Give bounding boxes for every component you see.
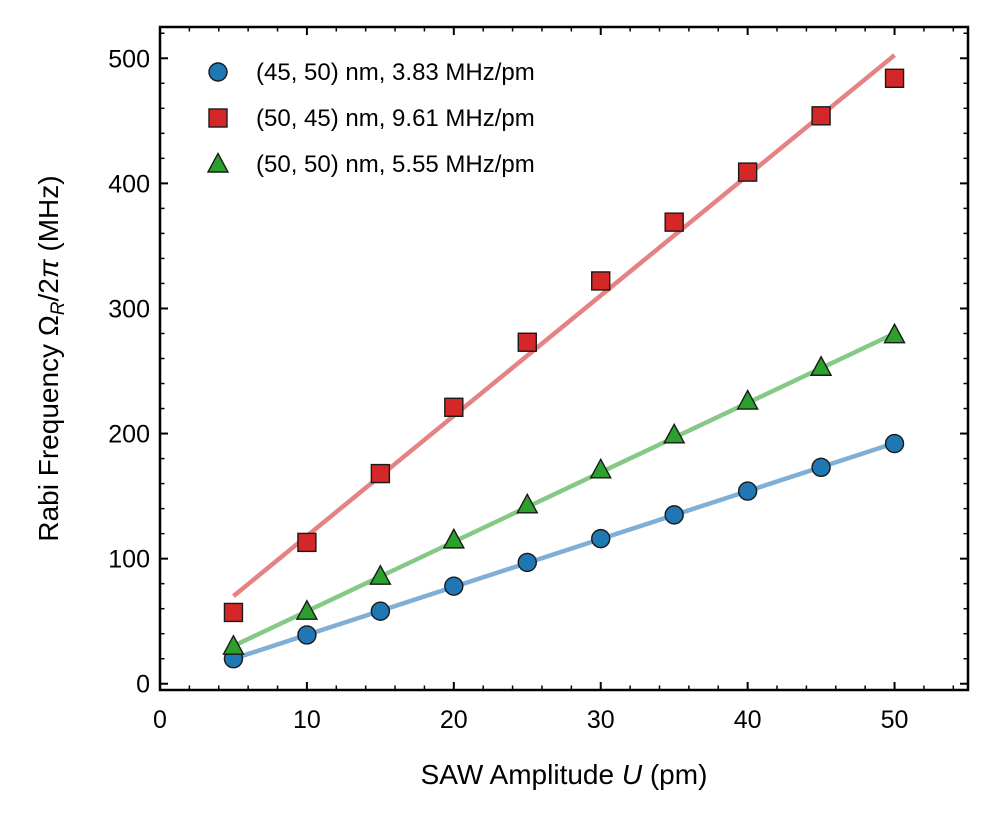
data-point-triangle	[663, 422, 686, 444]
data-point-circle	[444, 576, 464, 596]
data-point-square	[737, 162, 758, 182]
x-axis-label: SAW Amplitude U (pm)	[421, 759, 708, 790]
fit-line-series-1	[232, 441, 896, 661]
data-point-square	[297, 532, 317, 553]
legend-marker-circle	[208, 62, 228, 82]
data-point-triangle	[295, 599, 319, 620]
data-point-triangle	[369, 564, 392, 585]
legend-label: (50, 50) nm, 5.55 MHz/pm	[256, 151, 535, 178]
data-point-square	[223, 602, 244, 623]
data-point-triangle	[809, 355, 833, 376]
data-markers	[222, 68, 906, 669]
legend-label: (45, 50) nm, 3.83 MHz/pm	[256, 59, 535, 86]
data-point-square	[444, 397, 464, 417]
legend-label: (50, 45) nm, 9.61 MHz/pm	[256, 105, 535, 132]
data-point-circle	[811, 457, 831, 478]
data-point-circle	[737, 481, 758, 501]
data-point-circle	[591, 528, 611, 549]
data-point-square	[664, 212, 684, 232]
data-point-triangle	[516, 492, 539, 514]
data-point-square	[884, 68, 905, 88]
data-point-circle	[664, 505, 684, 525]
data-point-triangle	[442, 527, 465, 549]
x-tick-label: 0	[153, 706, 167, 734]
plot-frame	[158, 25, 970, 692]
fit-line-series-2	[232, 53, 896, 598]
data-point-square	[517, 332, 537, 352]
data-point-triangle	[222, 634, 245, 655]
data-point-circle	[297, 625, 317, 645]
legend: (45, 50) nm, 3.83 MHz/pm (50, 45) nm, 9.6…	[206, 59, 535, 178]
data-point-triangle	[736, 389, 759, 410]
y-tick-label: 100	[108, 546, 150, 574]
data-point-square	[370, 463, 391, 484]
x-tick-label: 50	[881, 706, 909, 734]
y-tick-label: 400	[108, 170, 150, 198]
data-point-triangle	[883, 322, 906, 344]
y-tick-label: 0	[136, 671, 150, 699]
y-tick-label: 500	[108, 45, 150, 73]
data-point-square	[811, 106, 831, 126]
data-point-circle	[517, 552, 537, 573]
fit-line-series-3	[232, 331, 896, 648]
y-tick-label: 300	[108, 295, 150, 323]
data-point-circle	[370, 601, 391, 621]
x-tick-label: 10	[293, 706, 321, 734]
legend-marker-triangle	[206, 152, 230, 173]
data-point-circle	[884, 433, 905, 454]
y-tick-label: 200	[108, 421, 150, 449]
x-tick-label: 30	[587, 706, 615, 734]
data-point-square	[591, 271, 611, 291]
y-axis-label: Rabi Frequency ΩR/2π (MHz)	[33, 175, 69, 541]
fit-lines	[232, 53, 896, 661]
data-point-triangle	[589, 457, 612, 479]
legend-marker-square	[208, 108, 228, 128]
x-tick-label: 40	[734, 706, 762, 734]
x-tick-label: 20	[440, 706, 468, 734]
